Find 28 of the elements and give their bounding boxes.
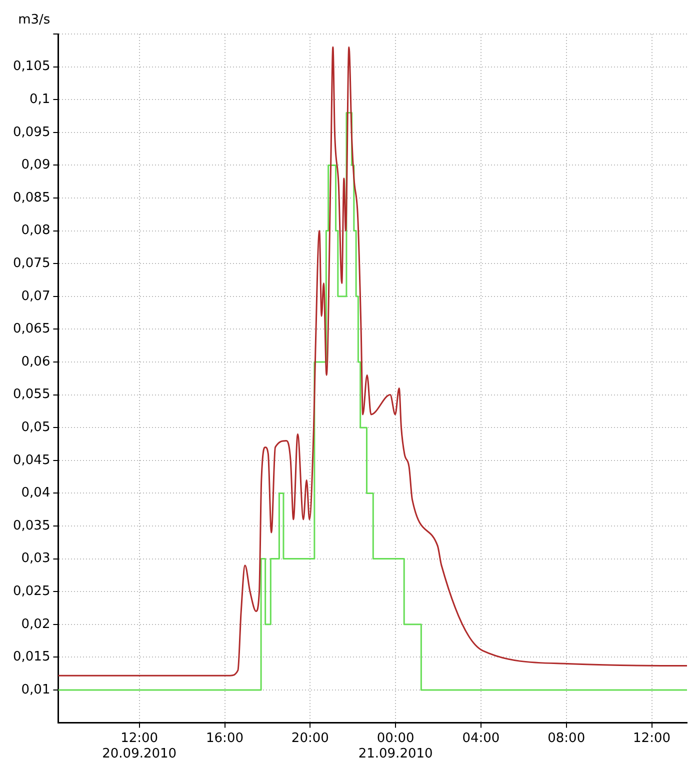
y-tick-label: 0,02	[21, 616, 50, 632]
y-tick-label: 0,09	[21, 158, 50, 173]
x-tick-label: 16:00	[206, 730, 244, 746]
y-tick-label: 0,01	[21, 682, 50, 698]
y-tick-label: 0,06	[21, 354, 50, 370]
y-tick-label: 0,015	[13, 650, 50, 665]
y-tick-label: 0,035	[13, 518, 50, 534]
y-tick-label: 0,05	[21, 420, 50, 435]
y-tick-label: 0,085	[13, 190, 50, 206]
x-tick-label: 04:00	[462, 730, 500, 746]
y-tick-label: 0,095	[13, 124, 50, 140]
x-tick-label: 12:00	[633, 730, 671, 746]
y-tick-label: 0,03	[21, 551, 50, 566]
y-tick-label: 0,045	[13, 452, 50, 468]
y-tick-label: 0,055	[13, 387, 50, 402]
y-tick-label: 0,08	[21, 223, 50, 238]
y-tick-label: 0,07	[21, 288, 50, 304]
y-tick-label: 0,075	[13, 256, 50, 271]
y-tick-label: 0,04	[21, 486, 50, 501]
x-tick-label: 00:00 21.09.2010	[358, 730, 433, 762]
x-tick-label: 12:00 20.09.2010	[102, 730, 177, 762]
y-axis-title: m3/s	[18, 12, 50, 28]
y-tick-label: 0,105	[13, 59, 50, 74]
y-tick-label: 0,025	[13, 584, 50, 599]
x-tick-label: 08:00	[548, 730, 586, 746]
y-tick-label: 0,1	[30, 92, 50, 107]
x-tick-label: 20:00	[291, 730, 329, 746]
y-tick-label: 0,065	[13, 322, 50, 337]
